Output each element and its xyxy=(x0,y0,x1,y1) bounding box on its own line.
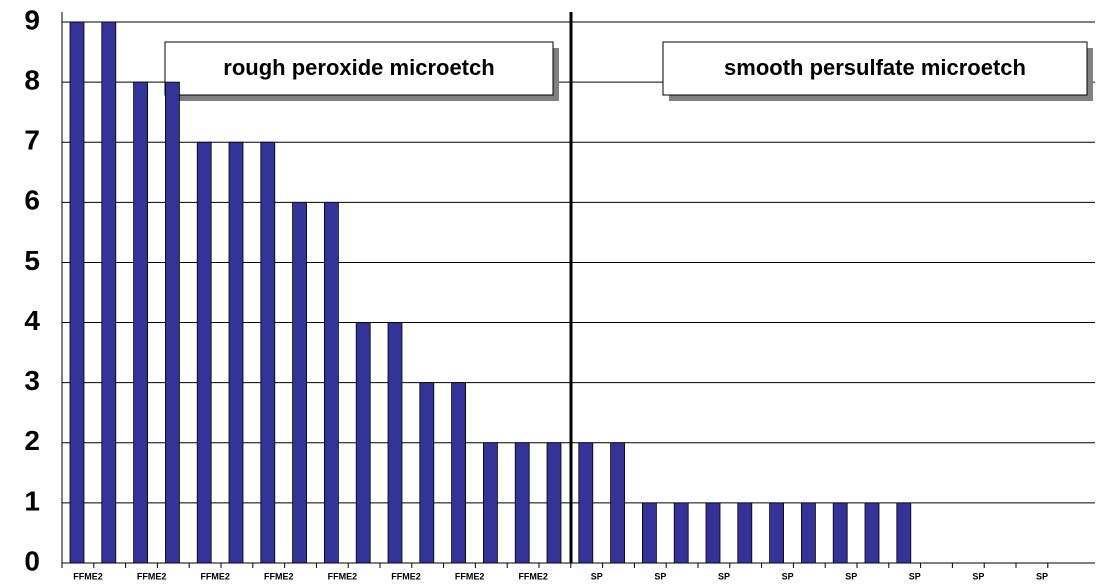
x-tick-label: SP xyxy=(845,571,857,581)
bar xyxy=(419,382,435,564)
bar xyxy=(801,502,816,564)
annotation-box xyxy=(164,41,554,96)
bar xyxy=(101,21,117,564)
bar xyxy=(546,442,562,564)
x-tick-label: FFME2 xyxy=(391,571,421,581)
y-tick-label: 2 xyxy=(24,425,40,456)
bar xyxy=(514,442,530,564)
y-tick-label: 7 xyxy=(24,125,40,156)
x-tick-label: SP xyxy=(718,571,730,581)
bar xyxy=(164,81,180,564)
bar xyxy=(737,502,753,564)
x-tick-label: FFME2 xyxy=(518,571,548,581)
x-tick-label: FFME2 xyxy=(73,571,103,581)
bar xyxy=(323,201,339,564)
y-tick-label: 3 xyxy=(24,365,40,396)
annotation: rough peroxide microetch xyxy=(223,55,494,80)
x-tick-label: FFME2 xyxy=(328,571,358,581)
bar xyxy=(355,322,371,564)
bar xyxy=(642,502,657,564)
bar xyxy=(705,502,721,564)
annotation: smooth persulfate microetch xyxy=(724,55,1026,80)
bar xyxy=(260,141,276,564)
y-tick-label: 6 xyxy=(24,185,40,216)
bar xyxy=(864,502,880,564)
x-tick-label: SP xyxy=(654,571,666,581)
bar xyxy=(673,502,689,564)
y-tick-label: 9 xyxy=(24,4,40,35)
bar xyxy=(482,442,498,564)
x-tick-label: SP xyxy=(972,571,984,581)
y-tick-label: 0 xyxy=(24,545,40,576)
x-tick-label: SP xyxy=(909,571,921,581)
bar xyxy=(69,21,85,564)
bar xyxy=(769,502,784,564)
y-tick-label: 4 xyxy=(24,305,40,336)
bar xyxy=(610,442,625,564)
x-tick-label: FFME2 xyxy=(455,571,485,581)
x-tick-label: SP xyxy=(591,571,603,581)
bar xyxy=(832,502,848,564)
y-tick-label: 8 xyxy=(24,65,40,96)
bar xyxy=(451,382,467,564)
x-tick-label: FFME2 xyxy=(137,571,167,581)
bar xyxy=(387,322,403,564)
bar xyxy=(578,442,594,564)
x-tick-label: FFME2 xyxy=(200,571,230,581)
annotation-box xyxy=(662,41,1088,96)
bar xyxy=(896,502,912,564)
bar xyxy=(133,81,149,564)
x-tick-label: SP xyxy=(782,571,794,581)
x-tick-label: SP xyxy=(1036,571,1048,581)
bar xyxy=(228,141,244,564)
bar xyxy=(292,201,308,564)
y-tick-label: 1 xyxy=(24,485,40,516)
x-tick-label: FFME2 xyxy=(264,571,294,581)
y-tick-label: 5 xyxy=(24,245,40,276)
bar xyxy=(196,141,212,564)
